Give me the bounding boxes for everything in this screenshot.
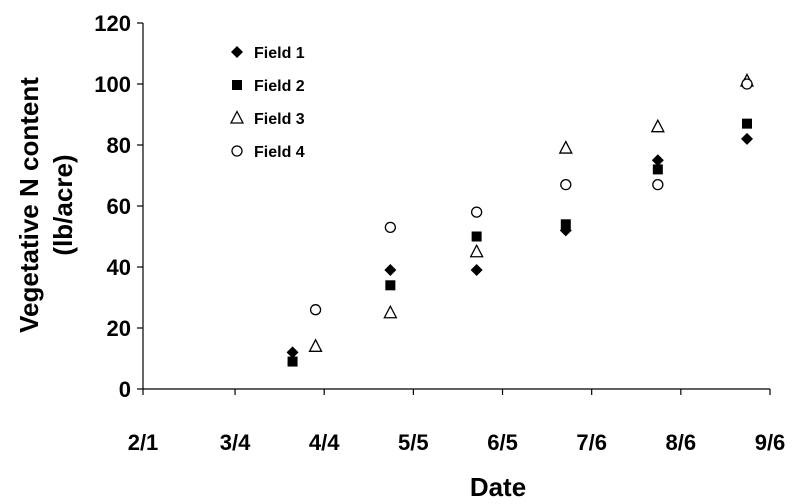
series-field-2 — [287, 118, 752, 367]
data-point — [470, 264, 483, 277]
y-tick-label: 0 — [119, 377, 131, 402]
x-tick-label: 4/4 — [309, 430, 340, 455]
data-point — [384, 264, 397, 277]
data-point — [651, 154, 664, 167]
legend-marker — [229, 110, 245, 124]
data-point — [383, 304, 398, 319]
y-tick-labels: 0 20 40 60 80 100 120 — [94, 11, 131, 402]
data-point — [560, 178, 572, 191]
y-axis-title-line-1: Vegetative N content — [14, 77, 44, 333]
legend-marker — [231, 46, 243, 58]
x-tick-label: 5/5 — [398, 430, 429, 455]
legend-label: Field 1 — [254, 45, 305, 62]
data-point — [652, 164, 663, 175]
data-point — [652, 178, 664, 191]
x-tick-label: 6/5 — [487, 430, 518, 455]
x-tick-label: 9/6 — [755, 430, 786, 455]
legend-entry-field-3: Field 3 — [229, 110, 305, 128]
legend-entry-field-1: Field 1 — [231, 45, 305, 62]
data-point — [287, 356, 298, 367]
data-point — [650, 118, 665, 133]
data-point — [471, 231, 482, 242]
x-tick-label: 7/6 — [576, 430, 607, 455]
y-tick-label: 120 — [94, 11, 131, 36]
x-axis-title: Date — [470, 472, 526, 502]
data-point — [469, 243, 484, 258]
legend-marker — [232, 80, 242, 90]
y-axis-title-line-2: (lb/acre) — [48, 154, 78, 255]
data-point — [741, 118, 752, 129]
x-tick-label: 3/4 — [220, 430, 251, 455]
data-point — [286, 346, 299, 359]
legend-label: Field 3 — [254, 111, 305, 128]
x-tick-label: 2/1 — [128, 430, 159, 455]
y-tick-label: 20 — [107, 316, 131, 341]
legend-entry-field-4: Field 4 — [231, 144, 305, 161]
y-axis-title: Vegetative N content (lb/acre) — [14, 77, 78, 333]
data-point — [470, 206, 483, 218]
legend-marker — [231, 145, 243, 157]
axes — [137, 22, 771, 395]
data-points — [286, 73, 755, 367]
legend-label: Field 4 — [254, 144, 305, 161]
data-point — [558, 140, 573, 154]
data-point — [385, 280, 396, 291]
legend: Field 1 Field 2 Field 3 Field 4 — [229, 45, 305, 161]
data-point — [309, 304, 322, 316]
y-tick-label: 60 — [107, 194, 131, 219]
x-tick-label: 8/6 — [666, 430, 697, 455]
data-point — [741, 78, 753, 90]
y-tick-label: 80 — [107, 133, 131, 158]
legend-entry-field-2: Field 2 — [232, 78, 305, 95]
legend-label: Field 2 — [254, 78, 305, 95]
x-tick-labels: 2/1 3/4 4/4 5/5 6/5 7/6 8/6 9/6 — [128, 430, 786, 455]
data-point — [308, 338, 323, 352]
data-point — [560, 219, 571, 230]
series-field-3 — [308, 73, 755, 352]
y-tick-label: 40 — [107, 255, 131, 280]
series-field-4 — [309, 78, 753, 316]
data-point — [384, 221, 396, 234]
data-point — [740, 132, 753, 145]
y-tick-label: 100 — [94, 72, 131, 97]
series-field-1 — [286, 132, 753, 359]
